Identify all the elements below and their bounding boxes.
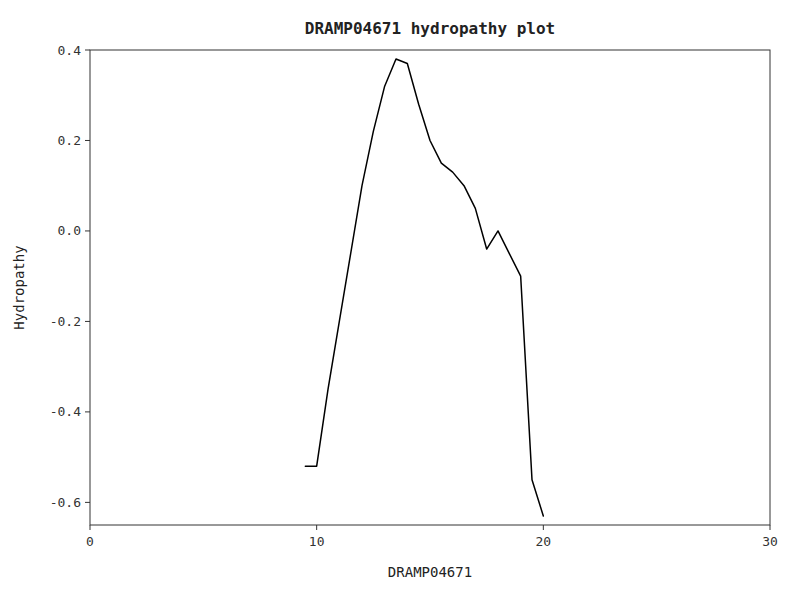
y-tick-label: -0.2 [50,314,81,329]
y-tick [85,230,90,231]
data-line [305,59,543,516]
chart-container: 0 10 20 30 -0.6 -0.4 -0.2 0.0 0.2 0.4 DRAMP04671 h… [0,0,800,600]
x-tick-label: 20 [536,534,552,549]
y-tick [85,502,90,503]
x-tick [90,525,91,530]
x-axis-label: DRAMP04671 [388,564,472,580]
x-tick [316,525,317,530]
y-tick [85,50,90,51]
chart-svg: 0 10 20 30 -0.6 -0.4 -0.2 0.0 0.2 0.4 DRAMP04671 h… [0,0,800,600]
x-tick [770,525,771,530]
y-tick-label: -0.4 [50,404,81,419]
x-tick [543,525,544,530]
y-axis-label: Hydropathy [11,245,27,329]
data-group [305,59,543,516]
y-tick-label: -0.6 [50,495,81,510]
plot-area [90,50,770,525]
x-axis: 0 10 20 30 [86,525,778,549]
y-tick [85,411,90,412]
y-tick-label: 0.4 [58,43,82,58]
x-tick-label: 30 [762,534,778,549]
chart-title: DRAMP04671 hydropathy plot [305,19,555,38]
y-axis: -0.6 -0.4 -0.2 0.0 0.2 0.4 [50,43,90,510]
y-tick [85,140,90,141]
x-tick-label: 10 [309,534,325,549]
y-tick-label: 0.2 [58,133,81,148]
y-tick-label: 0.0 [58,223,81,238]
plot-frame [90,50,770,525]
x-tick-label: 0 [86,534,94,549]
y-tick [85,321,90,322]
